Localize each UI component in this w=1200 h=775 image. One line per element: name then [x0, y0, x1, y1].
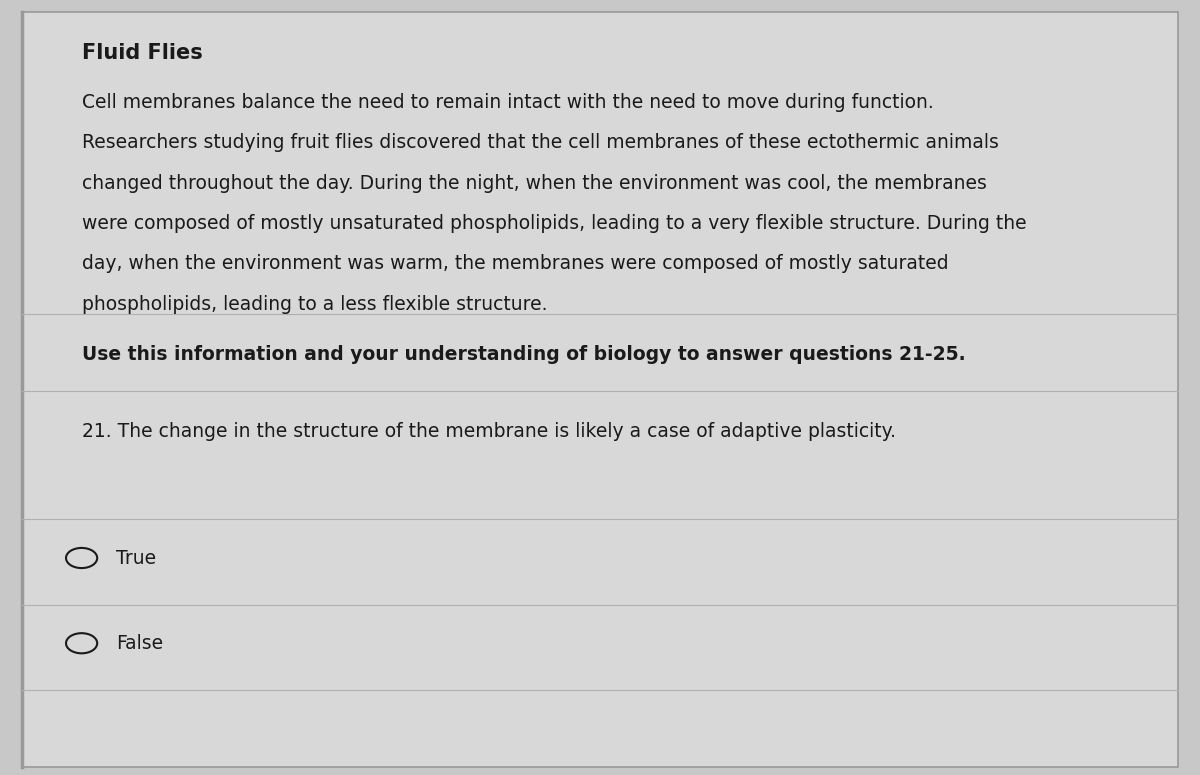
Text: True: True: [116, 549, 156, 567]
FancyBboxPatch shape: [22, 12, 1178, 767]
Text: Researchers studying fruit flies discovered that the cell membranes of these ect: Researchers studying fruit flies discove…: [82, 133, 998, 153]
Text: were composed of mostly unsaturated phospholipids, leading to a very flexible st: were composed of mostly unsaturated phos…: [82, 214, 1026, 233]
Text: changed throughout the day. During the night, when the environment was cool, the: changed throughout the day. During the n…: [82, 174, 986, 193]
Text: phospholipids, leading to a less flexible structure.: phospholipids, leading to a less flexibl…: [82, 294, 547, 314]
Text: Fluid Flies: Fluid Flies: [82, 43, 203, 63]
Text: 21. The change in the structure of the membrane is likely a case of adaptive pla: 21. The change in the structure of the m…: [82, 422, 895, 442]
Text: Use this information and your understanding of biology to answer questions 21-25: Use this information and your understand…: [82, 345, 965, 364]
Text: Cell membranes balance the need to remain intact with the need to move during fu: Cell membranes balance the need to remai…: [82, 93, 934, 112]
Text: False: False: [116, 634, 163, 653]
Text: day, when the environment was warm, the membranes were composed of mostly satura: day, when the environment was warm, the …: [82, 254, 948, 274]
